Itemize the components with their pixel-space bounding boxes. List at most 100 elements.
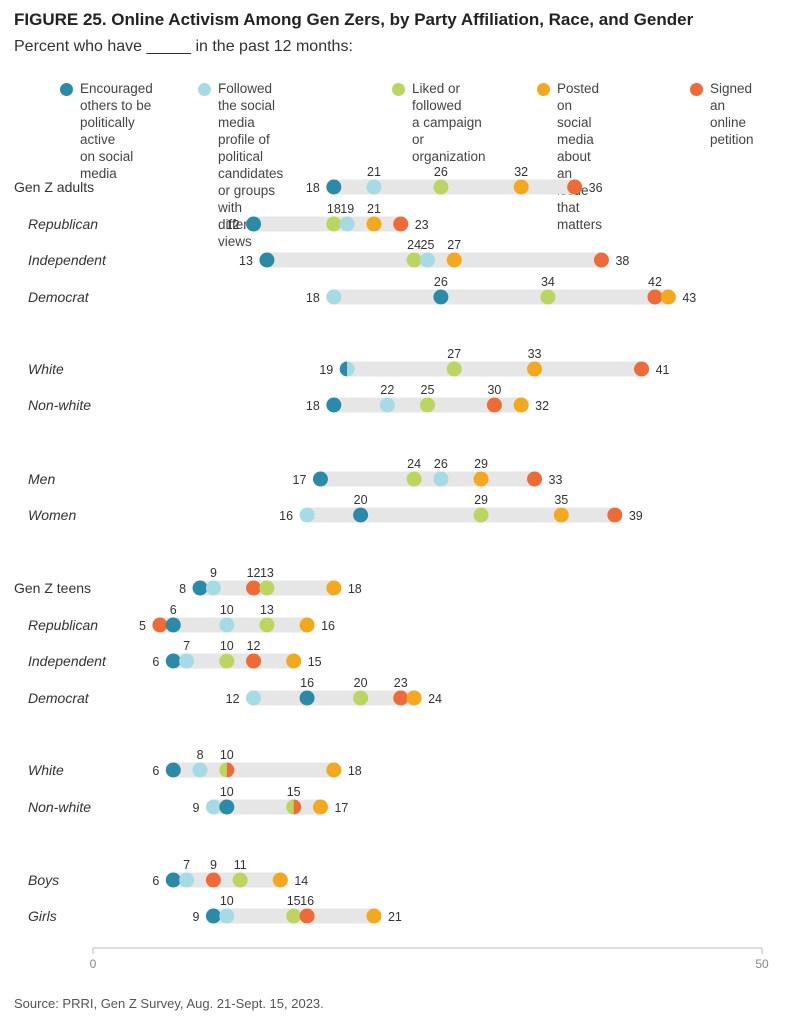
x-tick-label: 50 bbox=[755, 957, 769, 971]
data-label: 8 bbox=[197, 748, 204, 762]
data-label: 41 bbox=[656, 363, 670, 377]
legend-label-followed: Followed the social media profile of poli… bbox=[218, 80, 283, 250]
dot-encouraged bbox=[326, 179, 342, 195]
source-note: Source: PRRI, Gen Z Survey, Aug. 21-Sept… bbox=[14, 996, 324, 1011]
legend-label-line: an online bbox=[710, 98, 747, 130]
chart-row: Men 17 24 26 29 33 bbox=[28, 457, 562, 487]
x-tick-label: 0 bbox=[90, 957, 97, 971]
row-label: Boys bbox=[28, 872, 59, 888]
dot-followed bbox=[179, 872, 195, 888]
dot-liked bbox=[473, 507, 489, 523]
data-label: 15 bbox=[287, 785, 301, 799]
dot-posted bbox=[299, 617, 315, 633]
chart-row: Women 16 20 29 35 39 bbox=[28, 493, 643, 523]
chart-row: Gen Z adults 18 21 26 32 36 bbox=[14, 165, 603, 195]
dot-encouraged bbox=[165, 872, 181, 888]
dot-followed bbox=[205, 799, 221, 815]
dot-liked bbox=[420, 397, 435, 413]
chart-row: Boys 6 7 9 11 14 bbox=[28, 858, 308, 888]
dot-posted bbox=[513, 397, 529, 413]
dot-liked bbox=[232, 872, 248, 888]
dot-signed bbox=[226, 762, 235, 778]
data-label: 21 bbox=[367, 202, 381, 216]
data-label: 34 bbox=[541, 275, 555, 289]
dot-encouraged bbox=[312, 471, 328, 487]
dot-liked bbox=[286, 799, 294, 815]
dot-encouraged bbox=[219, 799, 235, 815]
data-label: 18 bbox=[306, 181, 320, 195]
data-label: 36 bbox=[589, 181, 603, 195]
data-label: 24 bbox=[407, 238, 421, 252]
legend-label-encouraged: Encouraged others to be politically active… bbox=[80, 80, 153, 182]
dot-followed bbox=[299, 507, 315, 523]
data-label: 12 bbox=[226, 218, 240, 232]
dot-signed bbox=[152, 617, 168, 633]
row-label: Democrat bbox=[28, 289, 90, 305]
dot-encouraged bbox=[259, 252, 275, 268]
dot-posted bbox=[660, 289, 676, 305]
legend-label-line: petition bbox=[710, 132, 754, 147]
chart-row: Democrat 12 16 20 23 24 bbox=[28, 676, 442, 706]
chart-row: Non-white 9 10 15 17 bbox=[28, 785, 348, 815]
data-label: 14 bbox=[294, 874, 308, 888]
legend-label-line: a campaign or bbox=[412, 115, 482, 147]
dot-liked bbox=[286, 908, 302, 924]
dot-posted bbox=[326, 580, 342, 596]
dot-liked bbox=[259, 580, 275, 596]
dot-encouraged bbox=[299, 690, 315, 706]
data-label: 9 bbox=[192, 801, 199, 815]
dot-liked bbox=[219, 653, 235, 669]
data-label: 12 bbox=[226, 692, 240, 706]
dot-liked bbox=[406, 471, 422, 487]
dot-followed bbox=[205, 580, 221, 596]
data-label: 43 bbox=[682, 291, 696, 305]
data-label: 26 bbox=[434, 165, 448, 179]
data-label: 17 bbox=[293, 473, 307, 487]
data-label: 21 bbox=[388, 910, 402, 924]
chart-subtitle: Percent who have _____ in the past 12 mo… bbox=[14, 38, 353, 55]
row-label: Non-white bbox=[28, 397, 91, 413]
dot-encouraged bbox=[353, 507, 369, 523]
dot-liked bbox=[353, 690, 369, 706]
row-label: Non-white bbox=[28, 799, 91, 815]
dot-encouraged bbox=[165, 762, 181, 778]
data-label: 7 bbox=[183, 639, 190, 653]
data-label: 19 bbox=[340, 202, 354, 216]
dot-signed bbox=[205, 872, 221, 888]
chart-row: Independent 6 7 10 12 15 bbox=[28, 639, 322, 669]
dot-signed bbox=[293, 799, 302, 815]
legend-label-line: Encouraged bbox=[80, 81, 153, 96]
dot-liked bbox=[326, 216, 342, 232]
data-label: 18 bbox=[306, 291, 320, 305]
dot-posted bbox=[446, 252, 462, 268]
dot-posted bbox=[513, 179, 529, 195]
data-label: 9 bbox=[192, 910, 199, 924]
row-label: Men bbox=[28, 471, 55, 487]
dot-encouraged bbox=[205, 908, 221, 924]
row-label: Republican bbox=[28, 216, 98, 232]
legend-label-line: media profile of political bbox=[218, 115, 270, 164]
dot-signed bbox=[246, 653, 262, 669]
dot-encouraged bbox=[165, 653, 181, 669]
dot-encouraged bbox=[246, 216, 262, 232]
legend-swatch-liked bbox=[392, 83, 405, 96]
legend-label-line: organization bbox=[412, 149, 486, 164]
data-label: 13 bbox=[260, 603, 274, 617]
data-label: 6 bbox=[152, 874, 159, 888]
legend-swatch-signed bbox=[690, 83, 703, 96]
chart-row: Independent 13 24 25 27 38 bbox=[28, 238, 629, 268]
legend-label-line: others to be bbox=[80, 98, 152, 113]
chart-row: White 19 27 33 41 bbox=[28, 347, 670, 377]
data-label: 6 bbox=[170, 603, 177, 617]
legend-label-line: Followed the social bbox=[218, 81, 276, 113]
dot-liked bbox=[406, 252, 422, 268]
data-label: 15 bbox=[287, 894, 301, 908]
data-label: 29 bbox=[474, 493, 488, 507]
data-label: 6 bbox=[152, 764, 159, 778]
dot-posted bbox=[366, 908, 382, 924]
legend-swatch-posted bbox=[537, 83, 550, 96]
dot-followed bbox=[219, 908, 235, 924]
data-label: 9 bbox=[210, 858, 217, 872]
legend-label-line: Posted on social bbox=[557, 81, 600, 130]
data-label: 26 bbox=[434, 457, 448, 471]
